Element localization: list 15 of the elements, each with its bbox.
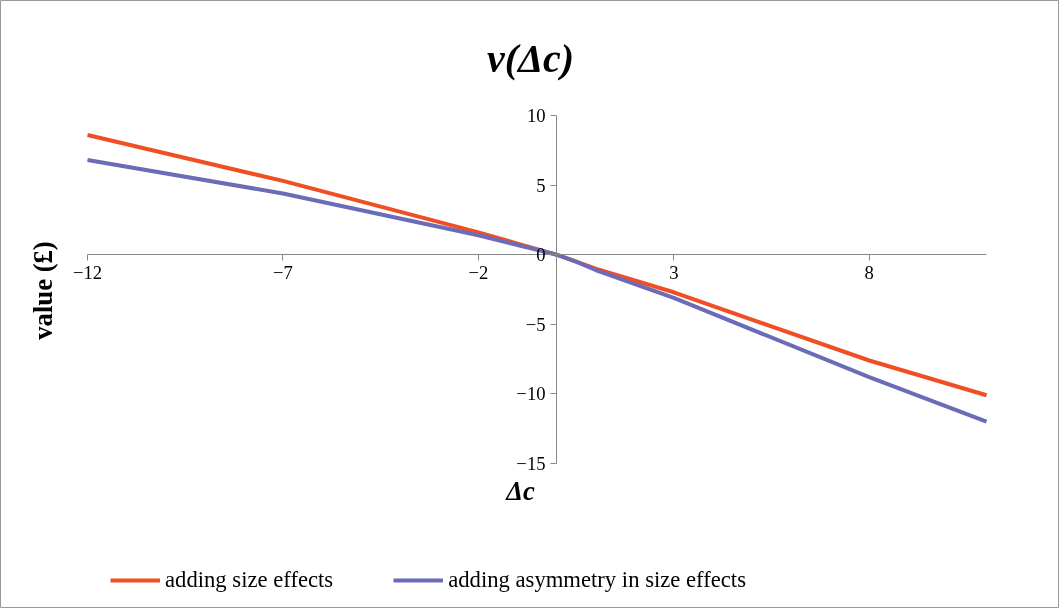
y-tick-label: −10	[516, 383, 546, 405]
y-tick-label: −5	[525, 313, 546, 335]
x-tick-label: −2	[468, 261, 489, 283]
chart-title: v(Δc)	[486, 36, 575, 81]
x-tick-label: −7	[273, 261, 293, 283]
y-axis-title: value (£)	[27, 241, 58, 340]
x-axis-title: Δc	[505, 475, 535, 506]
x-tick-label: −12	[72, 261, 103, 283]
legend-label: adding size effects	[165, 567, 334, 593]
x-tick-label: 3	[669, 261, 679, 283]
y-tick-label: 5	[536, 174, 546, 196]
y-tick-label: 10	[526, 105, 546, 126]
legend-label: adding asymmetry in size effects	[448, 567, 746, 593]
y-tick-label: −15	[516, 453, 546, 474]
x-tick-label: 8	[864, 261, 874, 283]
